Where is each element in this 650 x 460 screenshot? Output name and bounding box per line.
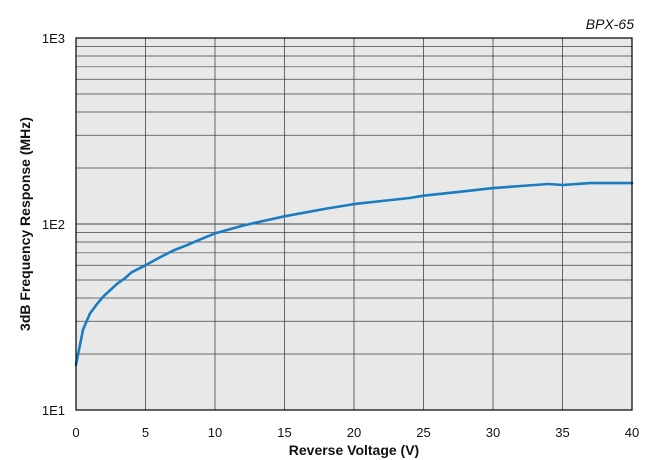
grid [76,38,632,410]
corner-annotation: BPX-65 [586,16,634,32]
series-layer [74,181,634,367]
plot-border [75,37,633,411]
y-tick-label: 1E2 [42,217,65,232]
y-tick-label: 1E1 [42,403,65,418]
x-tick-label: 15 [277,425,291,440]
y-axis-label: 3dB Frequency Response (MHz) [17,117,33,331]
y-tick-labels: 1E1 1E2 1E3 [42,31,65,418]
x-tick-label: 0 [72,425,79,440]
x-tick-label: 40 [625,425,639,440]
y-tick-label: 1E3 [42,31,65,46]
series-line-0 [74,181,634,367]
x-axis-label: Reverse Voltage (V) [289,442,419,458]
x-tick-label: 20 [347,425,361,440]
x-tick-label: 10 [208,425,222,440]
x-tick-labels: 0 5 10 15 20 25 30 35 40 [72,425,639,440]
x-tick-label: 25 [416,425,430,440]
x-tick-label: 35 [555,425,569,440]
x-tick-label: 5 [142,425,149,440]
x-tick-label: 30 [486,425,500,440]
